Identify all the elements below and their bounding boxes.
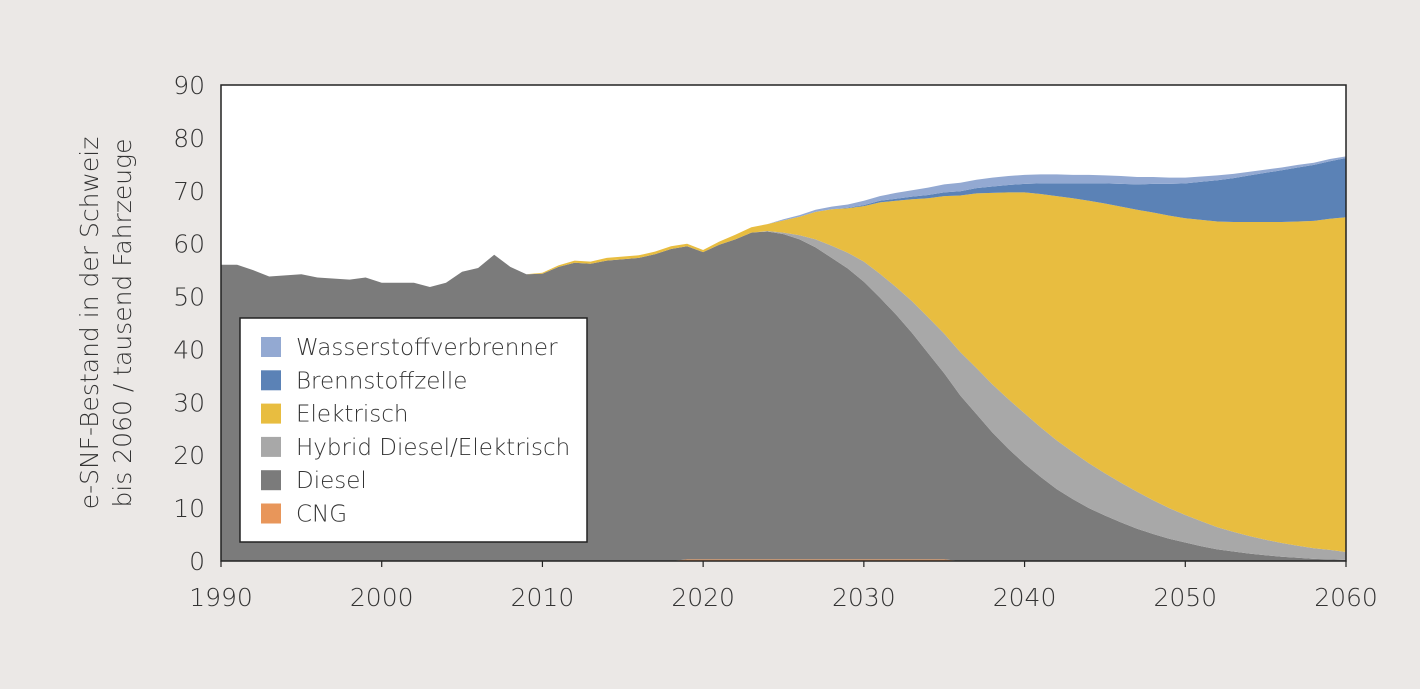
legend-label-hybrid-diesel-elektrisch: Hybrid Diesel/Elektrisch [296,435,570,461]
legend-box [239,317,588,543]
y-tick-label: 60 [173,230,205,259]
y-tick-label: 40 [173,335,205,364]
legend-swatch-cng [261,503,281,524]
y-tick-label: 90 [173,71,205,100]
area-elektrisch [221,192,1346,552]
legend-label-elektrisch: Elektrisch [296,402,408,428]
x-tick-label: 2020 [671,583,735,612]
x-tick-label: 2000 [350,583,414,612]
x-axis-ticks: 1990 2000 2010 2020 2030 2040 2050 2060 [189,561,1378,612]
x-tick-label: 2060 [1314,583,1378,612]
y-axis-label-line1: e-SNF-Bestand in der Schweiz [75,137,104,510]
y-tick-label: 10 [173,494,205,523]
legend-swatch-brennstoffzelle [261,370,281,391]
x-tick-label: 2030 [832,583,896,612]
y-axis-ticks: 0 10 20 30 40 50 60 70 80 90 [173,71,205,576]
legend-swatch-elektrisch [261,403,281,424]
x-tick-label: 2050 [1153,583,1217,612]
y-tick-label: 70 [173,177,205,206]
y-tick-label: 20 [173,441,205,470]
y-axis-label-line2: bis 2060 / tausend Fahrzeuge [108,138,137,507]
y-tick-label: 50 [173,283,205,312]
area-cng [221,559,1346,561]
x-tick-label: 1990 [189,583,253,612]
legend-label-cng: CNG [296,502,347,528]
legend-swatch-diesel [261,470,281,491]
area-brennstoffzelle [221,158,1346,287]
legend: Wasserstoffverbrenner Brennstoffzelle Elek… [239,317,588,543]
y-tick-label: 0 [189,547,205,576]
plot-border [220,84,1347,562]
y-tick-label: 30 [173,388,205,417]
x-tick-label: 2010 [511,583,575,612]
y-tick-label: 80 [173,124,205,153]
legend-swatch-wasserstoffverbrenner [261,337,281,357]
legend-label-brennstoffzelle: Brennstoffzelle [296,368,467,394]
legend-swatch-hybrid-diesel-elektrisch [261,436,281,457]
x-tick-label: 2040 [993,583,1057,612]
legend-label-wasserstoffverbrenner: Wasserstoffverbrenner [296,335,558,361]
legend-label-diesel: Diesel [296,468,367,494]
area-hybrid-diesel-elektrisch [221,231,1346,560]
